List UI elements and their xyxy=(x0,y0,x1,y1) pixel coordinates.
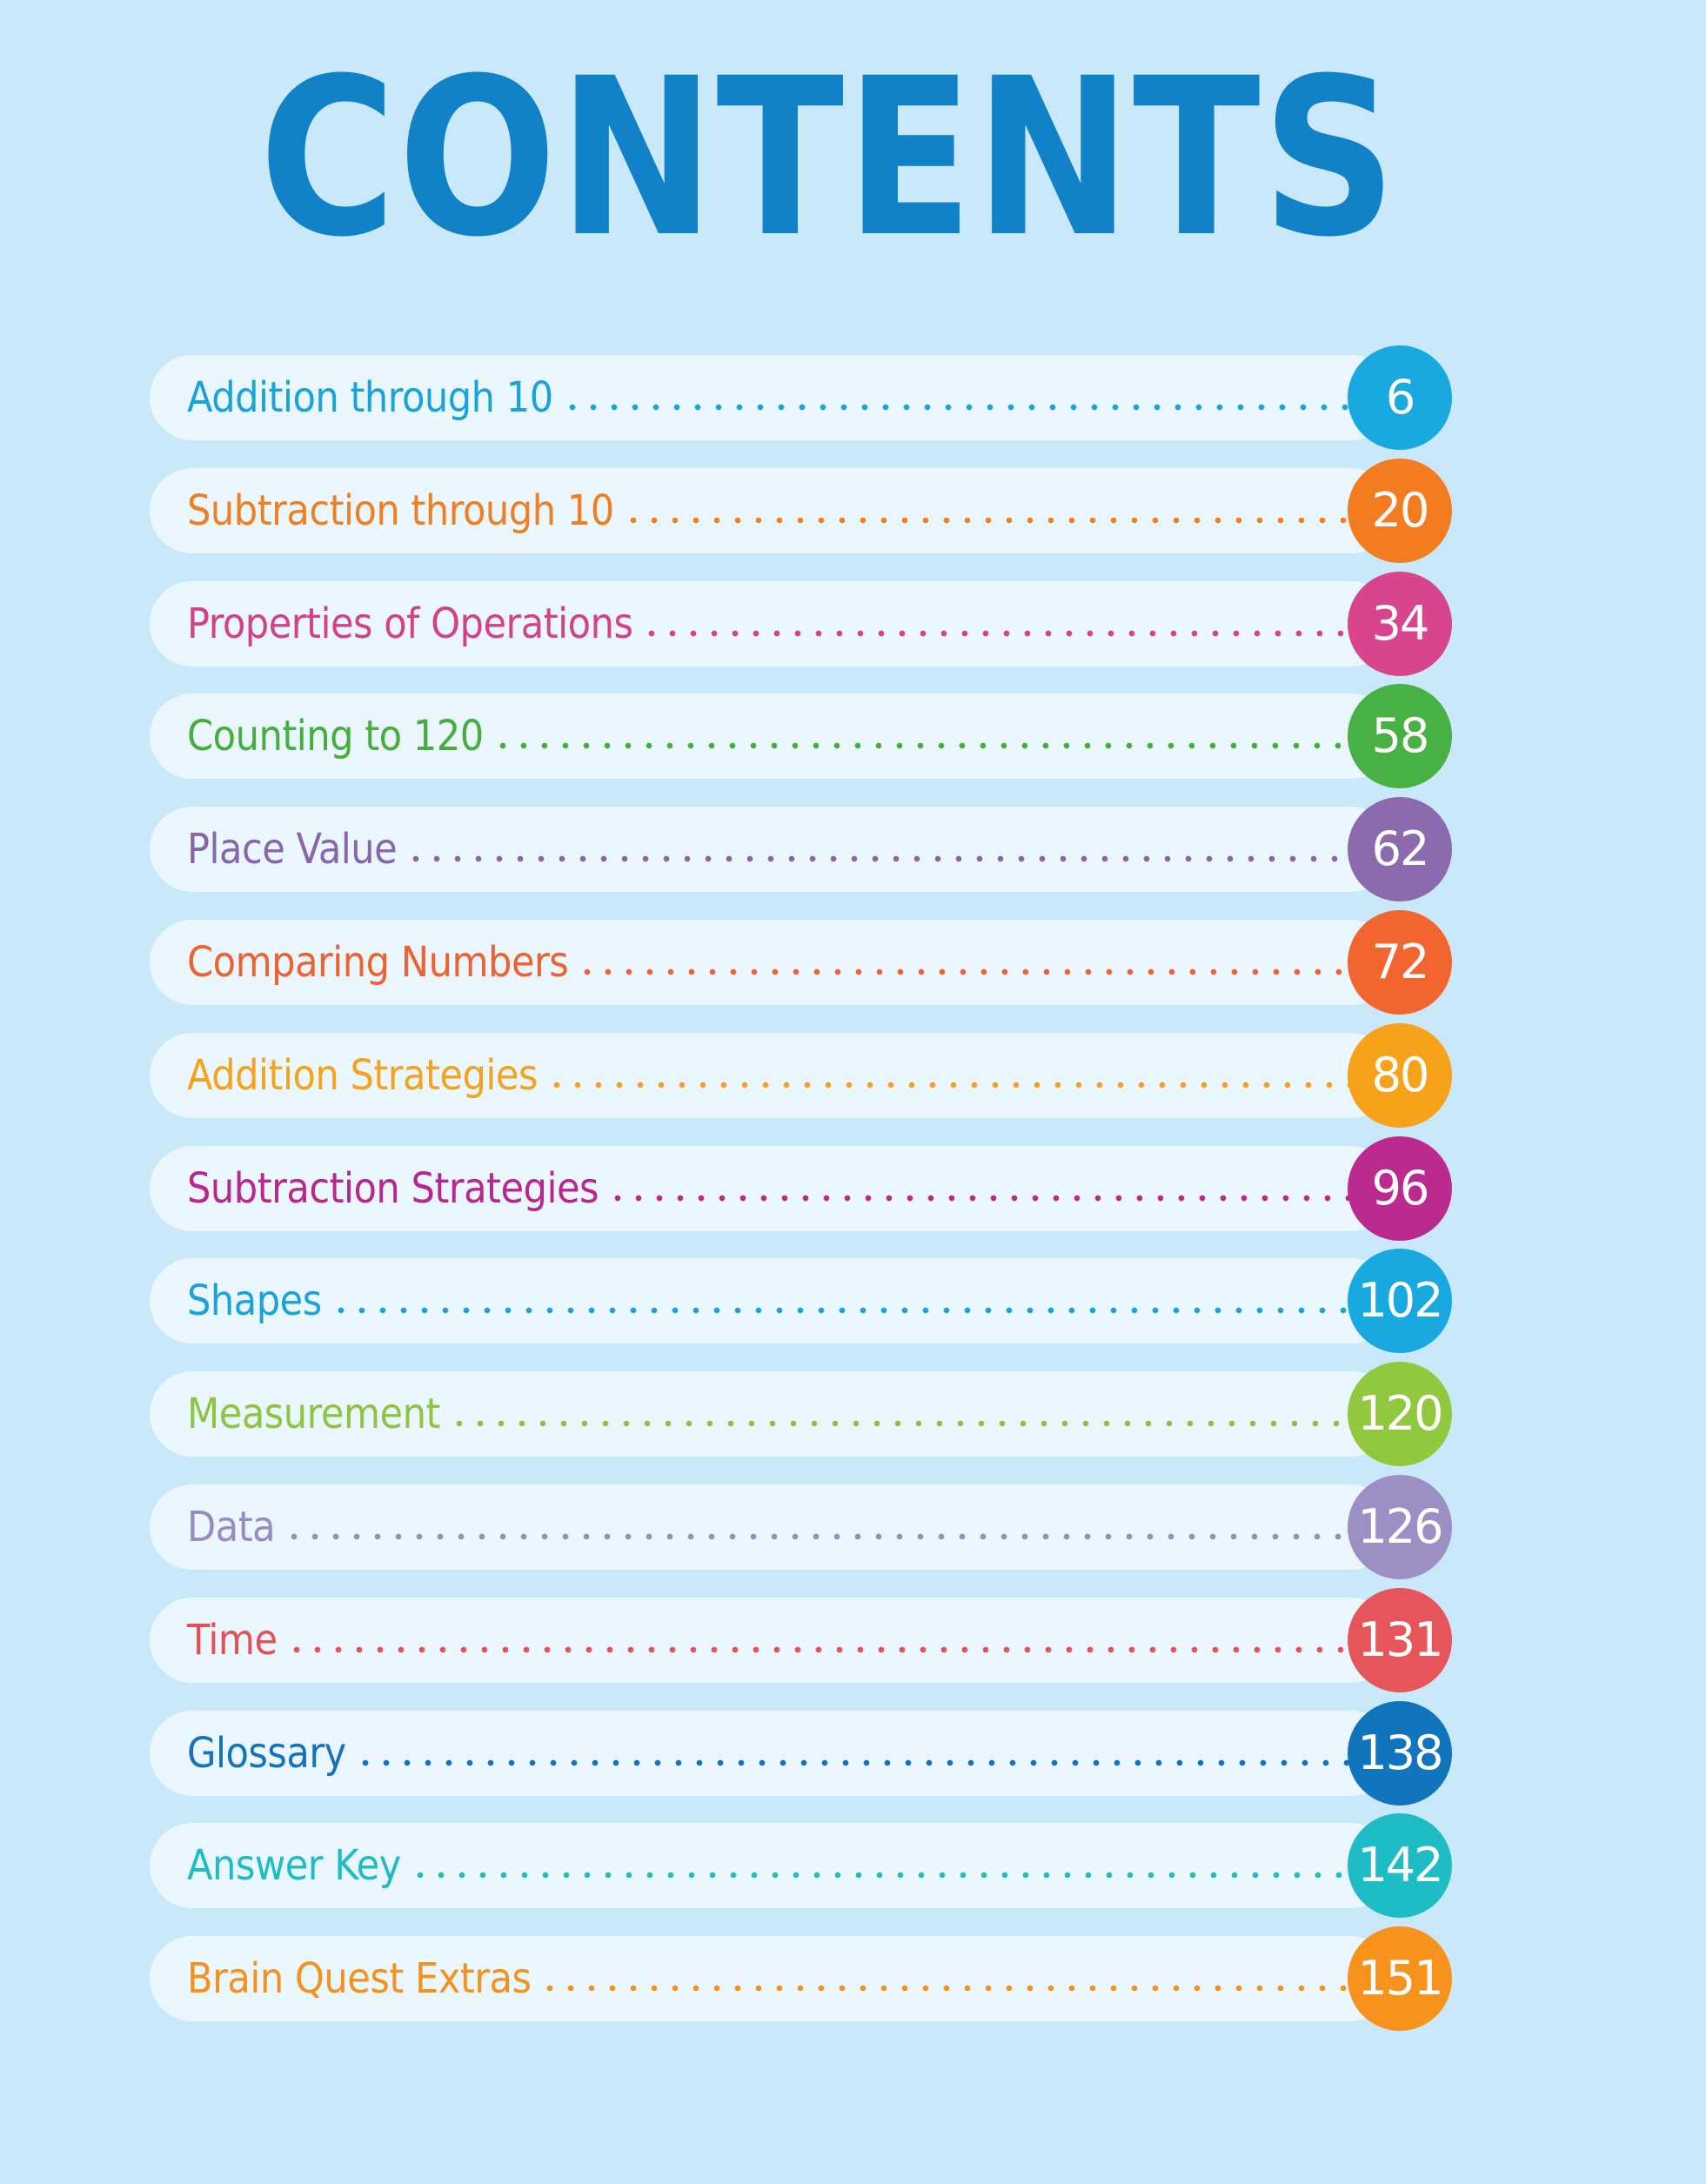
entry-title: Answer Key xyxy=(187,1841,401,1890)
page-number-badge: 72 xyxy=(1348,910,1452,1015)
dot-leader xyxy=(648,630,1378,637)
page-number-badge: 58 xyxy=(1348,684,1452,788)
entry-bar: Measurement xyxy=(150,1371,1394,1457)
entry-bar: Properties of Operations xyxy=(150,581,1394,667)
page-number-badge: 151 xyxy=(1348,1926,1452,2031)
dot-leader xyxy=(291,1533,1378,1540)
entry-title: Time xyxy=(187,1616,278,1665)
entry-bar: Addition through 10 xyxy=(150,355,1394,440)
dot-leader xyxy=(337,1307,1378,1314)
dot-leader xyxy=(614,1195,1378,1202)
entry-bar: Brain Quest Extras xyxy=(150,1936,1394,2021)
entry-title: Subtraction Strategies xyxy=(187,1164,599,1213)
entry-bar: Glossary xyxy=(150,1711,1394,1796)
entry-title: Counting to 120 xyxy=(187,712,484,760)
contents-entry[interactable]: Properties of Operations 34 xyxy=(150,572,1452,676)
contents-entry[interactable]: Subtraction through 10 20 xyxy=(150,459,1452,563)
contents-entry[interactable]: Time 131 xyxy=(150,1588,1452,1692)
entry-bar: Addition Strategies xyxy=(150,1033,1394,1118)
entry-bar: Subtraction Strategies xyxy=(150,1146,1394,1231)
contents-entry[interactable]: Glossary 138 xyxy=(150,1701,1452,1805)
entry-title: Properties of Operations xyxy=(187,600,633,648)
entry-title: Place Value xyxy=(187,825,398,874)
contents-entry[interactable]: Addition through 10 6 xyxy=(150,345,1452,450)
dot-leader xyxy=(584,968,1378,975)
dot-leader xyxy=(498,742,1378,749)
page-number-badge: 34 xyxy=(1348,572,1452,676)
contents-entry[interactable]: Shapes 102 xyxy=(150,1249,1452,1353)
contents-entry[interactable]: Measurement 120 xyxy=(150,1362,1452,1466)
entry-title: Comparing Numbers xyxy=(187,938,569,987)
contents-entry[interactable]: Answer Key 142 xyxy=(150,1813,1452,1918)
dot-leader xyxy=(455,1420,1378,1427)
page-number-badge: 62 xyxy=(1348,797,1452,901)
contents-entry[interactable]: Comparing Numbers 72 xyxy=(150,910,1452,1015)
entry-title: Addition through 10 xyxy=(187,373,553,422)
entry-bar: Comparing Numbers xyxy=(150,920,1394,1005)
page-number-badge: 126 xyxy=(1348,1475,1452,1579)
page-number-badge: 138 xyxy=(1348,1701,1452,1805)
contents-entry[interactable]: Subtraction Strategies 96 xyxy=(150,1136,1452,1241)
page-number-badge: 20 xyxy=(1348,459,1452,563)
entry-bar: Shapes xyxy=(150,1258,1394,1343)
page-number-badge: 80 xyxy=(1348,1023,1452,1128)
contents-entry[interactable]: Place Value 62 xyxy=(150,797,1452,901)
page-number-badge: 131 xyxy=(1348,1588,1452,1692)
dot-leader xyxy=(553,1082,1378,1089)
entry-bar: Subtraction through 10 xyxy=(150,468,1394,553)
dot-leader xyxy=(412,855,1378,862)
entry-bar: Data xyxy=(150,1484,1394,1570)
entry-title: Measurement xyxy=(187,1390,440,1438)
dot-leader xyxy=(292,1646,1378,1653)
entry-bar: Counting to 120 xyxy=(150,693,1394,779)
entry-title: Brain Quest Extras xyxy=(187,1954,532,2003)
dot-leader xyxy=(568,404,1378,411)
dot-leader xyxy=(629,517,1378,524)
entry-title: Glossary xyxy=(187,1729,346,1778)
page-number-badge: 120 xyxy=(1348,1362,1452,1466)
entry-title: Subtraction through 10 xyxy=(187,486,614,535)
page-number-badge: 96 xyxy=(1348,1136,1452,1241)
dot-leader xyxy=(416,1872,1378,1879)
entry-bar: Time xyxy=(150,1598,1394,1683)
contents-entry[interactable]: Data 126 xyxy=(150,1475,1452,1579)
page-number-badge: 6 xyxy=(1348,345,1452,450)
page-number-badge: 102 xyxy=(1348,1249,1452,1353)
page-number-badge: 142 xyxy=(1348,1813,1452,1918)
entry-title: Data xyxy=(187,1503,276,1551)
dot-leader xyxy=(546,1985,1378,1992)
entry-bar: Place Value xyxy=(150,807,1394,892)
entry-title: Addition Strategies xyxy=(187,1051,539,1100)
dot-leader xyxy=(361,1759,1378,1766)
contents-entry[interactable]: Brain Quest Extras 151 xyxy=(150,1926,1452,2031)
entry-bar: Answer Key xyxy=(150,1823,1394,1908)
entry-title: Shapes xyxy=(187,1276,322,1325)
contents-entry[interactable]: Addition Strategies 80 xyxy=(150,1023,1452,1128)
contents-entry[interactable]: Counting to 120 58 xyxy=(150,684,1452,788)
page-title: CONTENTS xyxy=(258,31,1399,285)
